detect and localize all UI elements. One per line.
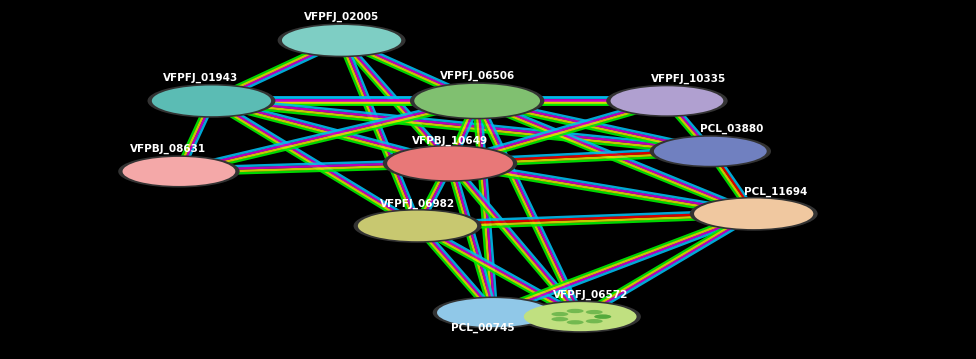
Ellipse shape — [654, 137, 767, 166]
Ellipse shape — [567, 320, 584, 325]
Ellipse shape — [567, 309, 584, 313]
Ellipse shape — [551, 312, 568, 316]
Ellipse shape — [432, 297, 554, 329]
Text: PCL_00745: PCL_00745 — [451, 322, 514, 333]
Ellipse shape — [383, 145, 517, 182]
Ellipse shape — [690, 197, 818, 231]
Ellipse shape — [694, 199, 813, 229]
Ellipse shape — [147, 84, 275, 118]
Ellipse shape — [586, 319, 603, 323]
Text: VFPBJ_10649: VFPBJ_10649 — [412, 135, 488, 146]
Ellipse shape — [551, 317, 568, 321]
Ellipse shape — [353, 209, 481, 243]
Ellipse shape — [519, 300, 641, 333]
Ellipse shape — [611, 86, 723, 115]
Text: VFPFJ_01943: VFPFJ_01943 — [163, 73, 238, 84]
Text: VFPFJ_02005: VFPFJ_02005 — [304, 12, 380, 22]
Ellipse shape — [437, 298, 549, 327]
Ellipse shape — [277, 23, 406, 57]
Text: VFPFJ_10335: VFPFJ_10335 — [651, 74, 726, 84]
Ellipse shape — [282, 25, 401, 56]
Ellipse shape — [410, 82, 545, 120]
Ellipse shape — [152, 85, 271, 116]
Text: VFPFJ_06982: VFPFJ_06982 — [380, 198, 455, 209]
Ellipse shape — [414, 84, 540, 118]
Ellipse shape — [594, 314, 611, 319]
Ellipse shape — [358, 211, 477, 241]
Ellipse shape — [586, 310, 603, 314]
Text: VFPBJ_08631: VFPBJ_08631 — [130, 144, 206, 154]
Ellipse shape — [118, 155, 240, 187]
Text: VFPFJ_06506: VFPFJ_06506 — [439, 71, 514, 81]
Ellipse shape — [524, 302, 636, 331]
Ellipse shape — [606, 85, 728, 117]
Text: PCL_11694: PCL_11694 — [744, 187, 807, 197]
Ellipse shape — [387, 146, 513, 180]
Ellipse shape — [650, 135, 771, 167]
Ellipse shape — [594, 314, 611, 319]
Text: VFPFJ_06572: VFPFJ_06572 — [553, 289, 629, 300]
Text: PCL_03880: PCL_03880 — [701, 124, 763, 134]
Ellipse shape — [123, 157, 235, 186]
